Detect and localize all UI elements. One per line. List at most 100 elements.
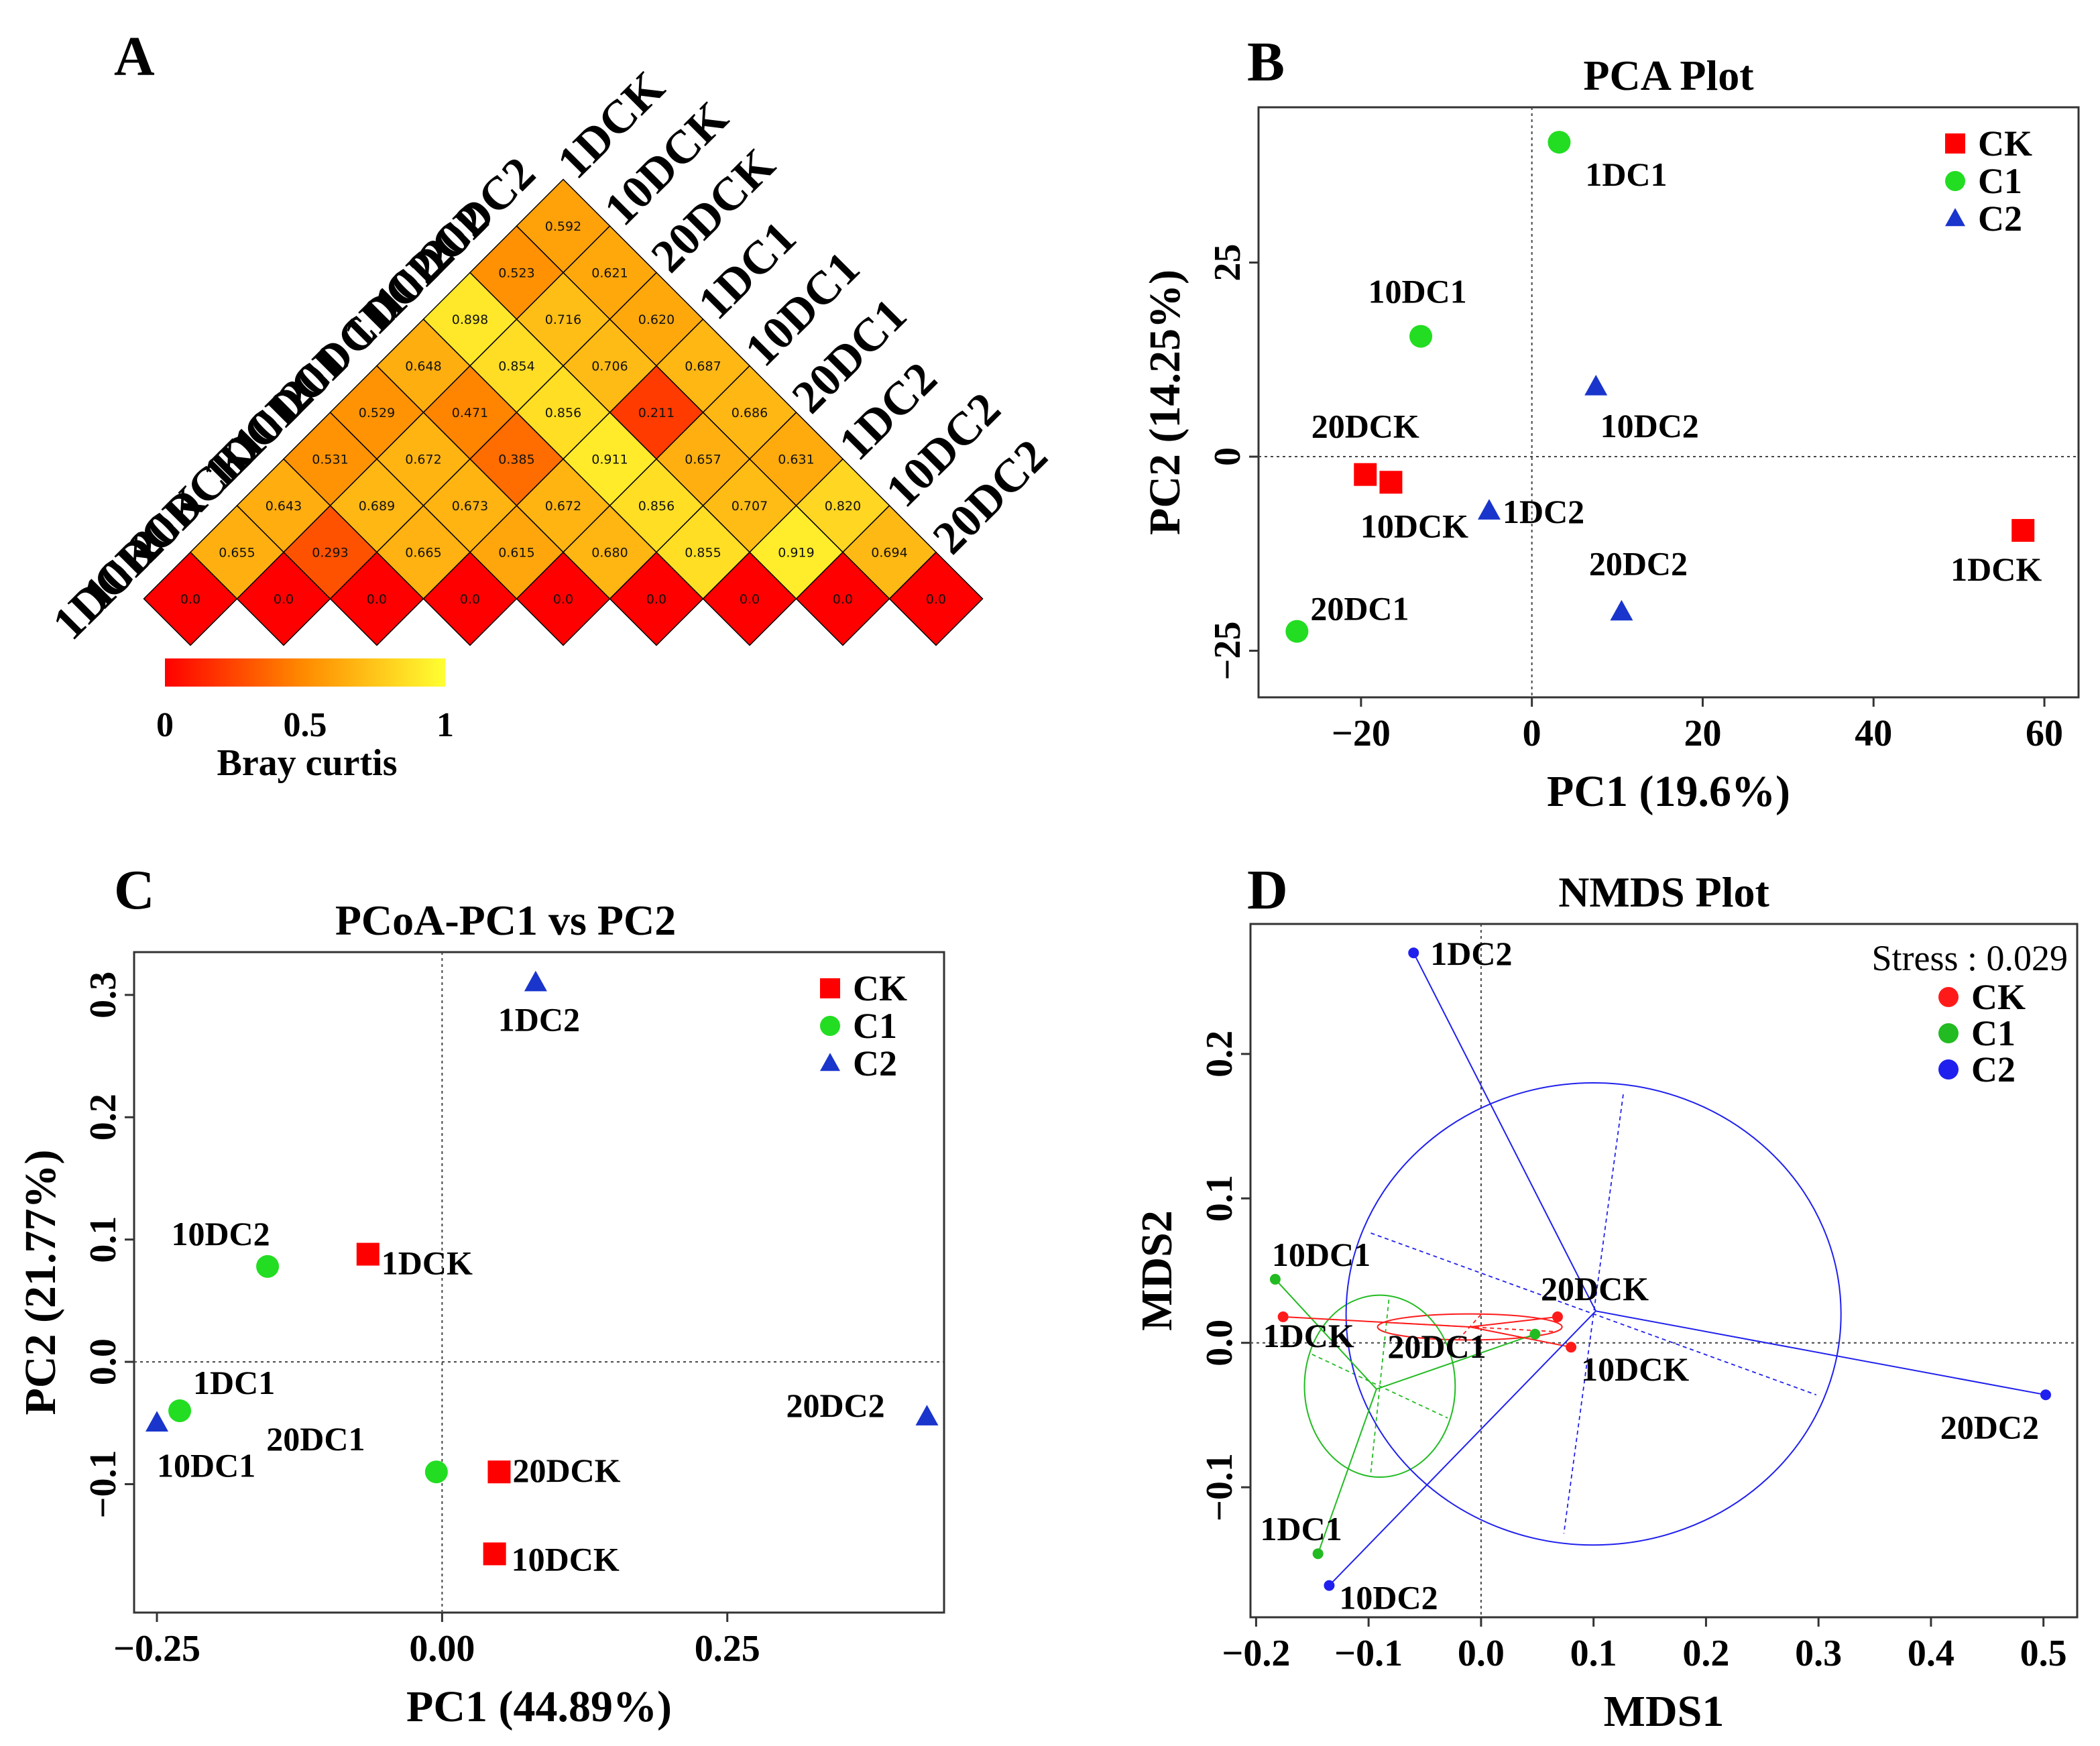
panel-letter-a: A xyxy=(114,25,155,88)
legend-marker xyxy=(1945,171,1965,191)
plot-frame xyxy=(1249,923,2079,1619)
x-tick-label: 0.1 xyxy=(1570,1633,1617,1674)
legend-label: CK xyxy=(853,968,907,1008)
heatmap-cell-value: 0.631 xyxy=(778,453,814,467)
heatmap-cell-value: 0.911 xyxy=(591,453,628,467)
heatmap-cell-value: 0.592 xyxy=(545,219,581,234)
y-tick-label: 0.3 xyxy=(82,972,124,1019)
point-label: 20DCK xyxy=(512,1452,620,1489)
point-label: 20DC2 xyxy=(786,1387,884,1424)
heatmap-cell-value: 0.919 xyxy=(778,546,814,561)
heatmap-cell-value: 0.293 xyxy=(312,546,348,561)
x-tick-label: 0.3 xyxy=(1795,1633,1842,1674)
heatmap-cell-value: 0.673 xyxy=(452,499,488,514)
data-point xyxy=(1312,1548,1324,1560)
legend-label: C1 xyxy=(1971,1013,2016,1053)
x-tick-label: 0.0 xyxy=(1458,1633,1505,1674)
point-label: 20DCK xyxy=(1311,408,1419,445)
spider-line xyxy=(1328,1310,1596,1586)
data-point xyxy=(1379,471,1403,494)
chart-title: PCA Plot xyxy=(1583,52,1754,99)
x-tick-label: −20 xyxy=(1332,713,1391,754)
data-point xyxy=(1566,1342,1577,1353)
x-tick-label: −0.25 xyxy=(113,1628,200,1670)
heatmap-cell-value: 0.687 xyxy=(685,359,721,374)
colorbar-ticks: 0 0.5 1 xyxy=(156,706,454,744)
spider-line xyxy=(1595,1310,2046,1396)
colorbar-tick-label: 0 xyxy=(156,706,174,744)
spider-line xyxy=(1275,1279,1377,1390)
y-axis-label: PC2 (14.25%) xyxy=(1141,270,1189,535)
spider-line xyxy=(1470,1316,1558,1328)
point-label: 1DCK xyxy=(382,1244,473,1282)
heatmap-cell-value: 0.523 xyxy=(498,266,534,281)
data-point xyxy=(1409,325,1433,348)
heatmap-cell-value: 0.855 xyxy=(685,546,721,561)
heatmap-cell-value: 0.655 xyxy=(219,546,255,561)
data-point xyxy=(483,1542,506,1566)
y-tick-label: 0.1 xyxy=(1199,1175,1240,1222)
y-axis-label: PC2 (21.77%) xyxy=(16,1150,65,1415)
panel-letter-c: C xyxy=(114,859,155,921)
heatmap-cell-value: 0.615 xyxy=(498,546,534,561)
heatmap-cell-value: 0.0 xyxy=(646,592,666,607)
point-label: 10DC1 xyxy=(1272,1236,1370,1273)
spider-line xyxy=(1469,1326,1572,1348)
stress-annotation: Stress : 0.029 xyxy=(1871,938,2068,978)
heatmap-cell-value: 0.0 xyxy=(926,592,946,607)
point-label: 10DC2 xyxy=(1600,407,1699,445)
legend-label: C1 xyxy=(853,1006,897,1046)
point-label: 10DCK xyxy=(1360,507,1468,544)
heatmap-cell-value: 0.856 xyxy=(638,499,675,514)
spider-line xyxy=(1283,1316,1470,1328)
x-tick-label: 0 xyxy=(1523,713,1541,754)
heatmap-cell-value: 0.680 xyxy=(591,546,628,561)
spider-line xyxy=(1413,952,1596,1312)
x-tick-label: 40 xyxy=(1855,713,1892,754)
data-point xyxy=(356,1242,380,1266)
heatmap-cell-value: 0.854 xyxy=(498,359,534,374)
heatmap-cell-value: 0.211 xyxy=(638,406,675,420)
colorbar-tick-label: 0.5 xyxy=(284,706,327,744)
legend-label: CK xyxy=(1971,977,2026,1017)
legend-marker xyxy=(820,1016,840,1036)
data-point xyxy=(2011,519,2035,542)
point-label: 1DC2 xyxy=(1503,493,1584,530)
point-label: 10DC2 xyxy=(171,1215,270,1253)
heatmap-cell-value: 0.689 xyxy=(359,499,395,514)
point-label: 20DC1 xyxy=(1310,590,1409,628)
x-tick-label: 60 xyxy=(2026,713,2063,754)
point-label: 1DC1 xyxy=(193,1364,275,1401)
legend-label: CK xyxy=(1978,123,2032,164)
nmds-plot-panel: −0.2 −0.1 0.0 0.1 0.2 0.3 0.4 0.5 −0.1 0.0 0.1 0.2 N… xyxy=(1132,868,2079,1736)
x-tick-label: 20 xyxy=(1684,713,1721,754)
x-tick-label: −0.2 xyxy=(1222,1633,1290,1674)
heatmap-cell-value: 0.0 xyxy=(274,592,294,607)
heatmap-cell-value: 0.686 xyxy=(732,406,768,420)
heatmap-cell-value: 0.621 xyxy=(591,266,628,281)
data-point xyxy=(1277,1311,1289,1322)
data-point xyxy=(487,1460,511,1484)
legend-marker xyxy=(1938,987,1959,1007)
x-tick-label: −0.1 xyxy=(1334,1633,1403,1674)
legend-label: C2 xyxy=(1971,1049,2016,1090)
x-tick-label: 0.4 xyxy=(1908,1633,1955,1674)
point-label: 1DC2 xyxy=(498,1001,580,1039)
point-label: 10DC2 xyxy=(1339,1579,1438,1617)
heatmap-cell-value: 0.648 xyxy=(405,359,441,374)
heatmap-cell-value: 0.529 xyxy=(359,406,395,420)
y-tick-label: −0.1 xyxy=(82,1450,124,1519)
data-point xyxy=(524,970,547,992)
heatmap-cell-value: 0.716 xyxy=(545,312,581,327)
point-label: 20DCK xyxy=(1541,1270,1649,1307)
legend-marker xyxy=(1938,1023,1959,1043)
data-point xyxy=(1269,1273,1281,1285)
heatmap-cell-value: 0.820 xyxy=(825,499,861,514)
data-point xyxy=(1552,1311,1563,1322)
data-point xyxy=(424,1460,448,1484)
y-tick-label: 0 xyxy=(1207,447,1248,466)
panel-letter-b: B xyxy=(1247,31,1285,93)
data-point xyxy=(1529,1328,1541,1340)
pca-plot-panel: −20 0 20 40 60 −25 0 25 PCA Plot PC1 (19.6%) PC2 (… xyxy=(1141,52,2080,816)
point-label: 20DC1 xyxy=(1387,1328,1486,1365)
